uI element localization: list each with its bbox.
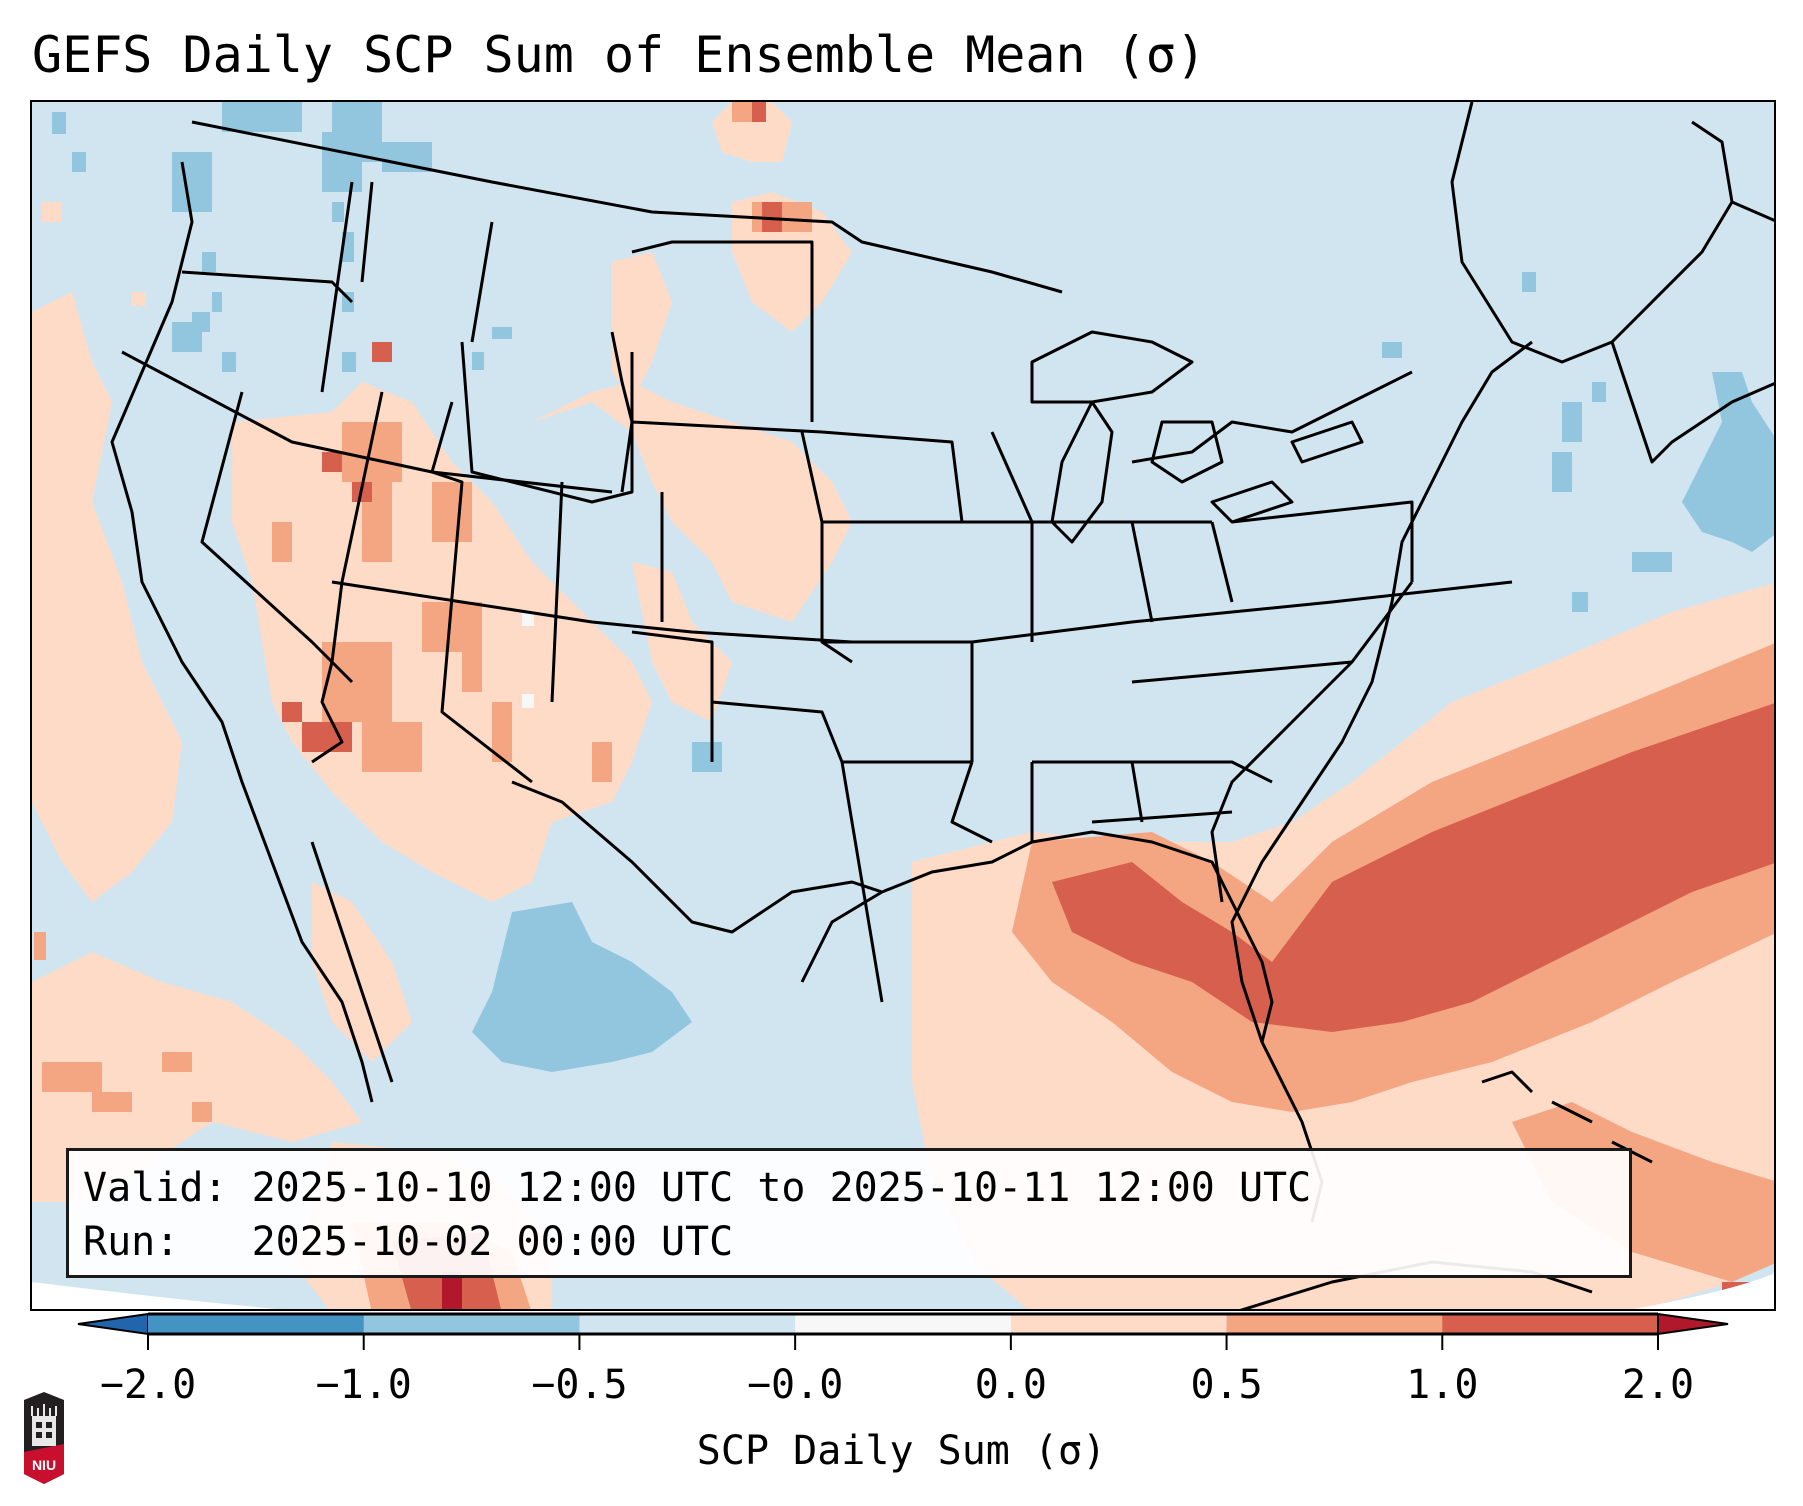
colorbar-tick-label: −2.0	[99, 1362, 197, 1408]
colorbar-extend-min	[77, 1312, 149, 1336]
validity-info-box: Valid: 2025-10-10 12:00 UTC to 2025-10-1…	[66, 1148, 1632, 1278]
lake-ontario	[1290, 420, 1364, 464]
anomaly-field-northwest-blue	[52, 102, 512, 372]
colorbar-tick-label: 0.0	[974, 1362, 1047, 1408]
colorbar-bin	[148, 1314, 365, 1334]
bahamas	[1481, 1070, 1534, 1094]
lake-michigan	[1050, 400, 1114, 544]
west-coast	[110, 161, 374, 1103]
domain-edge-left	[32, 1282, 277, 1309]
anomaly-field-neutral	[522, 612, 534, 708]
colorbar-label: SCP Daily Sum (σ)	[696, 1428, 1107, 1474]
colorbar-bin	[579, 1314, 796, 1334]
map-panel	[30, 100, 1776, 1311]
colorbar-bin	[1010, 1314, 1228, 1334]
colorbar-bin	[1226, 1314, 1443, 1334]
anomaly-field-southwest-mid	[272, 102, 812, 782]
colorbar-tick-label: 1.0	[1406, 1362, 1479, 1408]
niu-logo-icon: NIU	[24, 1392, 64, 1484]
anomaly-field-southwest	[232, 102, 852, 1062]
gulf-coast	[800, 830, 1274, 1043]
lake-huron	[1150, 420, 1224, 484]
colorbar-tick-label: 0.5	[1190, 1362, 1263, 1408]
anomaly-field-northeast-blue	[1382, 272, 1774, 612]
anomaly-field-mexico-blue	[472, 742, 722, 1072]
run-line: Run: 2025-10-02 00:00 UTC	[83, 1215, 1615, 1269]
colorbar-outline	[148, 1312, 1658, 1336]
figure-title: GEFS Daily SCP Sum of Ensemble Mean (σ)	[32, 26, 1206, 84]
colorbar-ticks	[147, 1334, 1659, 1350]
colorbar-bins	[77, 1312, 1729, 1336]
colorbar-tick-label: 2.0	[1621, 1362, 1695, 1408]
lake-superior	[1030, 330, 1194, 404]
colorbar-tick-label: −0.0	[746, 1362, 844, 1408]
colorbar-bin	[795, 1314, 1012, 1334]
run-label: Run:	[83, 1219, 180, 1265]
colorbar-extend-max	[1657, 1312, 1729, 1336]
logo-text: NIU	[32, 1457, 56, 1473]
colorbar-tick-label: −1.0	[315, 1362, 412, 1408]
run-value: 2025-10-02 00:00 UTC	[251, 1219, 734, 1265]
lake-erie	[1210, 480, 1294, 524]
map-svg	[32, 102, 1774, 1309]
baja-coast	[310, 841, 394, 1083]
domain-edge-right	[1634, 1273, 1774, 1309]
colorbar-bin	[1442, 1314, 1659, 1334]
valid-line: Valid: 2025-10-10 12:00 UTC to 2025-10-1…	[83, 1161, 1615, 1215]
anomaly-field-southwest-high	[282, 102, 782, 752]
canada-border-west	[191, 120, 1063, 294]
valid-value: 2025-10-10 12:00 UTC to 2025-10-11 12:00…	[251, 1165, 1312, 1211]
colorbar-tick-label: −0.5	[531, 1362, 628, 1408]
anomaly-field-pacific	[32, 202, 362, 1202]
colorbar-bin	[363, 1314, 580, 1334]
valid-label: Valid:	[83, 1165, 228, 1211]
political-boundaries	[110, 102, 1774, 1309]
east-coast	[1230, 340, 1533, 1043]
anomaly-field-pacific-mid	[34, 932, 212, 1122]
